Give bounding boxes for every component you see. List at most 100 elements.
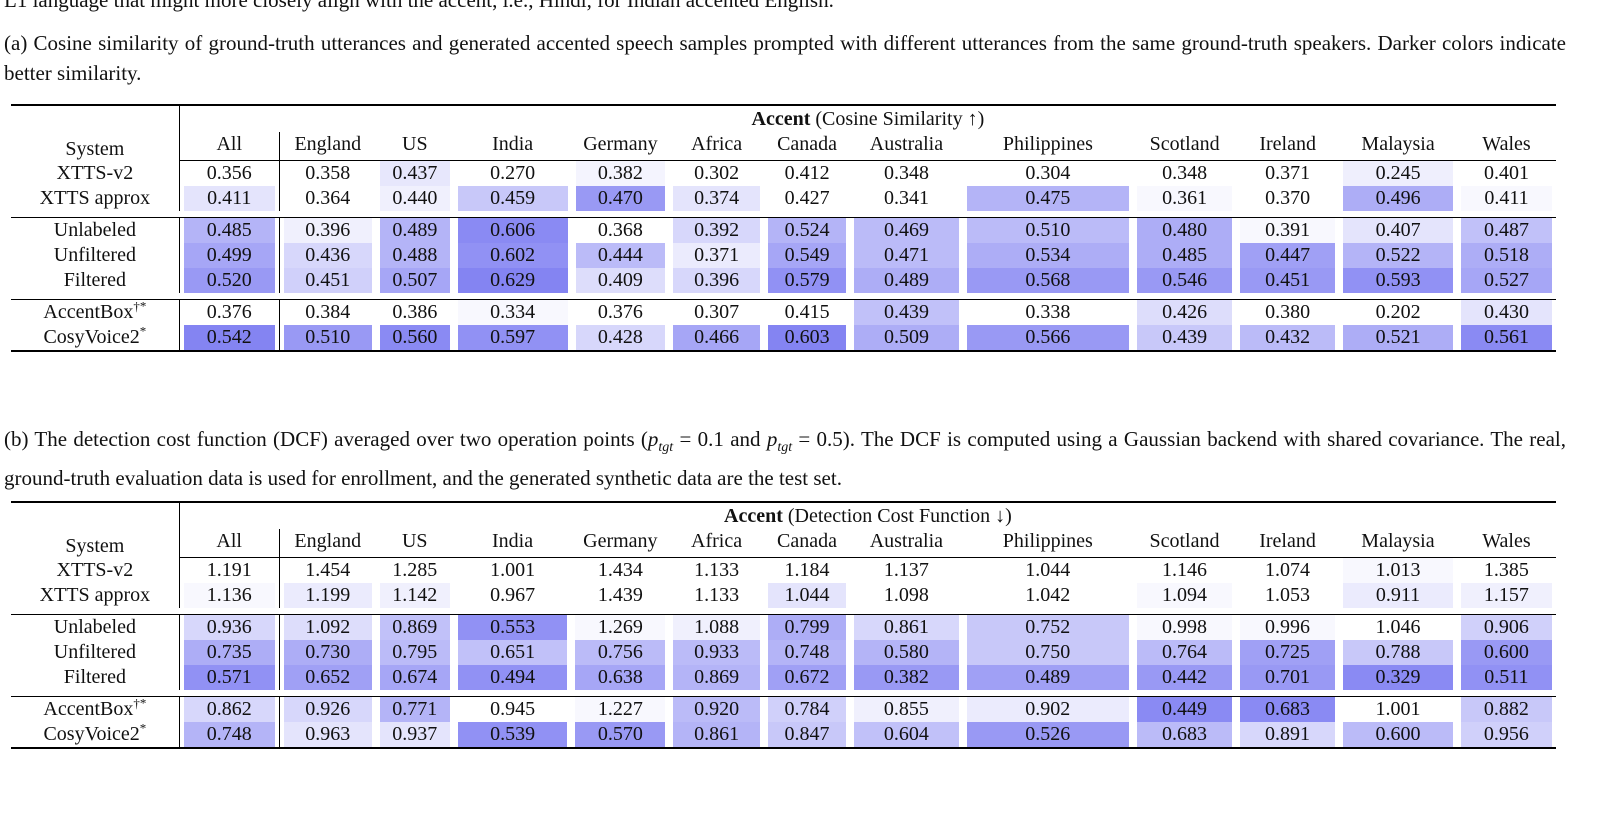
value-cell-canada: 0.579	[764, 268, 850, 293]
table-row: Filtered 0.520 0.451 0.507 0.629 0.409 0.396 0.…	[11, 268, 1556, 293]
value-cell-africa: 1.133	[694, 559, 740, 581]
p-tgt-symbol-1: ptgt	[647, 427, 674, 456]
value-cell-africa: 0.933	[669, 640, 764, 665]
value-cell-us: 0.560	[375, 325, 454, 352]
value-cell-all: 0.411	[178, 186, 280, 211]
system-name: Unlabeled	[11, 614, 180, 640]
value-cell-wales: 0.411	[1457, 186, 1556, 211]
column-header-india: India	[453, 132, 572, 161]
value-cell-england: 0.384	[279, 299, 376, 325]
value-cell-us: 0.795	[376, 640, 454, 665]
system-name: Unlabeled	[11, 217, 180, 243]
table-row: AccentBox†* 0.376 0.384 0.386 0.334 0.376 0.30…	[11, 299, 1556, 325]
value-cell-germany: 1.434	[597, 559, 643, 581]
value-cell-germany: 0.376	[571, 299, 670, 325]
column-header-ireland: Ireland	[1236, 529, 1340, 558]
value-cell-england: 0.358	[305, 162, 351, 184]
system-name: XTTS-v2	[56, 161, 134, 184]
value-cell-all: 0.485	[178, 217, 280, 243]
column-header-india: India	[453, 529, 572, 558]
value-cell-germany: 0.570	[571, 722, 670, 749]
column-header-all: All	[179, 132, 280, 161]
column-header-africa: Africa	[669, 132, 764, 161]
value-cell-wales: 0.430	[1456, 299, 1556, 325]
value-cell-all: 0.520	[178, 268, 280, 293]
value-cell-scotland: 0.764	[1133, 640, 1236, 665]
column-header-malaysia: Malaysia	[1339, 529, 1457, 558]
value-cell-germany: 0.409	[572, 268, 670, 293]
system-name: AccentBox†*	[11, 299, 180, 325]
column-header-wales: Wales	[1456, 529, 1556, 558]
value-cell-malaysia: 0.521	[1339, 325, 1457, 352]
value-cell-india: 0.629	[454, 268, 572, 293]
value-cell-canada: 0.415	[763, 299, 851, 325]
value-cell-malaysia: 0.593	[1339, 268, 1457, 293]
value-cell-india: 0.539	[453, 722, 572, 749]
value-cell-us: 0.488	[376, 243, 454, 268]
table-row: XTTS-v2 1.191 1.454 1.285 1.001 1.434 1.133 1.1…	[11, 557, 1556, 583]
value-cell-scotland: 0.485	[1133, 243, 1236, 268]
value-cell-philippines: 0.750	[963, 640, 1133, 665]
column-header-wales: Wales	[1456, 132, 1556, 161]
value-cell-africa: 1.088	[669, 614, 764, 640]
value-cell-australia: 0.341	[883, 187, 929, 209]
value-cell-malaysia: 0.600	[1339, 722, 1457, 749]
value-cell-india: 0.494	[454, 665, 572, 690]
table-cosine-similarity: System Accent (Cosine Similarity ↑) All Eng…	[11, 104, 1556, 352]
value-cell-us: 1.285	[392, 559, 438, 581]
value-cell-germany: 0.756	[571, 640, 669, 665]
value-cell-canada: 0.549	[764, 243, 850, 268]
value-cell-canada: 0.672	[764, 665, 850, 690]
column-header-malaysia: Malaysia	[1339, 132, 1457, 161]
value-cell-malaysia: 1.046	[1339, 614, 1457, 640]
p-tgt-symbol-2: ptgt	[766, 427, 793, 456]
value-cell-philippines: 0.489	[963, 665, 1133, 690]
system-name: CosyVoice2*	[11, 325, 180, 352]
table-row: XTTS-v2 0.356 0.358 0.437 0.270 0.382 0.302 0.4…	[11, 160, 1556, 186]
value-cell-canada: 0.524	[763, 217, 851, 243]
table-row: Unlabeled 0.936 1.092 0.869 0.553 1.269 1.088 0…	[11, 614, 1556, 640]
column-header-philippines: Philippines	[962, 132, 1134, 161]
value-cell-africa: 0.861	[669, 722, 764, 749]
value-cell-africa: 0.374	[669, 186, 764, 211]
value-cell-canada: 1.044	[764, 583, 850, 608]
column-header-england: England	[279, 132, 376, 161]
value-cell-scotland: 0.439	[1133, 325, 1237, 352]
column-header-scotland: Scotland	[1133, 132, 1237, 161]
value-cell-philippines: 1.044	[1025, 559, 1071, 581]
value-cell-ireland: 0.380	[1236, 299, 1340, 325]
value-cell-ireland: 0.391	[1236, 217, 1340, 243]
value-cell-canada: 0.603	[763, 325, 851, 352]
table-row: AccentBox†* 0.862 0.926 0.771 0.945 1.227 0.92…	[11, 696, 1556, 722]
system-name: Filtered	[63, 666, 126, 688]
value-cell-us: 0.937	[375, 722, 454, 749]
value-cell-india: 0.651	[454, 640, 572, 665]
value-cell-india: 0.602	[454, 243, 572, 268]
column-header-all: All	[179, 529, 280, 558]
value-cell-philippines: 1.042	[1025, 584, 1071, 606]
value-cell-us: 0.674	[376, 665, 454, 690]
table-detection-cost: System Accent (Detection Cost Function ↓)…	[11, 501, 1556, 749]
value-cell-australia: 0.580	[850, 640, 963, 665]
system-name: XTTS-v2	[56, 558, 134, 581]
value-cell-wales: 0.600	[1457, 640, 1556, 665]
column-header-ireland: Ireland	[1236, 132, 1340, 161]
value-cell-africa: 0.466	[669, 325, 764, 352]
value-cell-england: 0.652	[279, 665, 376, 690]
value-cell-england: 1.092	[279, 614, 376, 640]
value-cell-canada: 1.184	[784, 559, 830, 581]
column-header-africa: Africa	[669, 529, 764, 558]
value-cell-philippines: 0.510	[962, 217, 1134, 243]
value-cell-wales: 1.385	[1483, 559, 1529, 581]
column-header-us: US	[375, 529, 454, 558]
value-cell-india: 0.553	[453, 614, 572, 640]
value-cell-all: 0.936	[178, 614, 280, 640]
table-row: Unlabeled 0.485 0.396 0.489 0.606 0.368 0.392 0…	[11, 217, 1556, 243]
value-cell-wales: 1.157	[1457, 583, 1556, 608]
value-cell-ireland: 0.996	[1236, 614, 1340, 640]
value-cell-all: 0.376	[178, 299, 280, 325]
value-cell-africa: 0.920	[669, 696, 764, 722]
value-cell-germany: 0.444	[572, 243, 670, 268]
value-cell-england: 0.963	[279, 722, 376, 749]
value-cell-australia: 0.439	[850, 299, 963, 325]
